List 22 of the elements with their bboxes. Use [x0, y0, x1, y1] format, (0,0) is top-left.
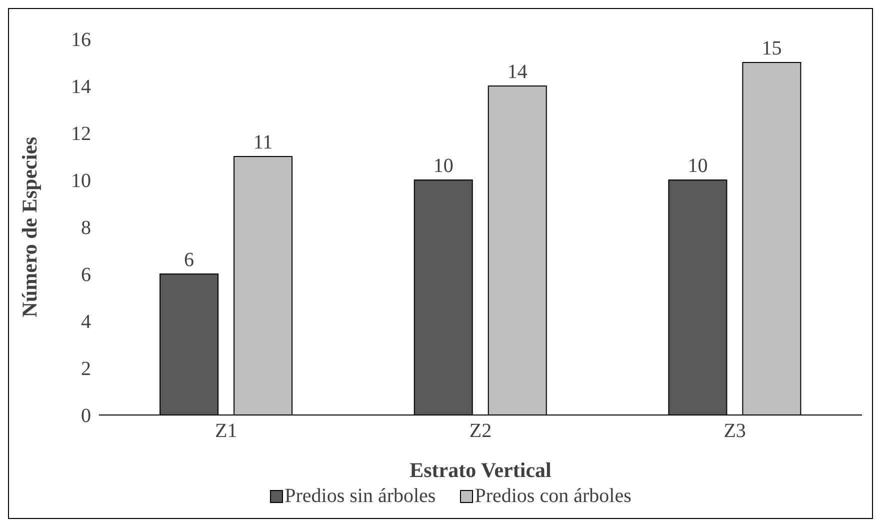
legend-label: Predios con árboles: [474, 485, 632, 508]
y-tick-label: 6: [81, 264, 91, 286]
x-axis-title: Estrato Vertical: [410, 458, 552, 482]
y-tick-label: 4: [81, 311, 91, 334]
y-tick-label: 2: [81, 358, 91, 380]
y-tick-label: 12: [71, 123, 91, 146]
data-label: 10: [688, 155, 708, 177]
y-axis-title: Número de Especies: [17, 136, 42, 318]
data-label: 15: [762, 38, 782, 60]
y-tick-label: 8: [81, 217, 91, 240]
data-label: 6: [184, 249, 194, 271]
x-tick-label: Z1: [215, 420, 238, 442]
y-tick-label: 16: [71, 29, 91, 52]
legend-label: Predios sin árboles: [284, 485, 436, 508]
y-tick-label: 10: [71, 170, 91, 192]
data-label: 14: [507, 61, 528, 83]
x-tick-label: Z2: [469, 420, 492, 442]
data-label: 10: [433, 155, 454, 177]
data-label: 11: [253, 132, 273, 154]
y-tick-label: 14: [71, 76, 91, 98]
x-tick-label: Z3: [724, 420, 746, 442]
y-tick-label: 0: [81, 405, 91, 428]
